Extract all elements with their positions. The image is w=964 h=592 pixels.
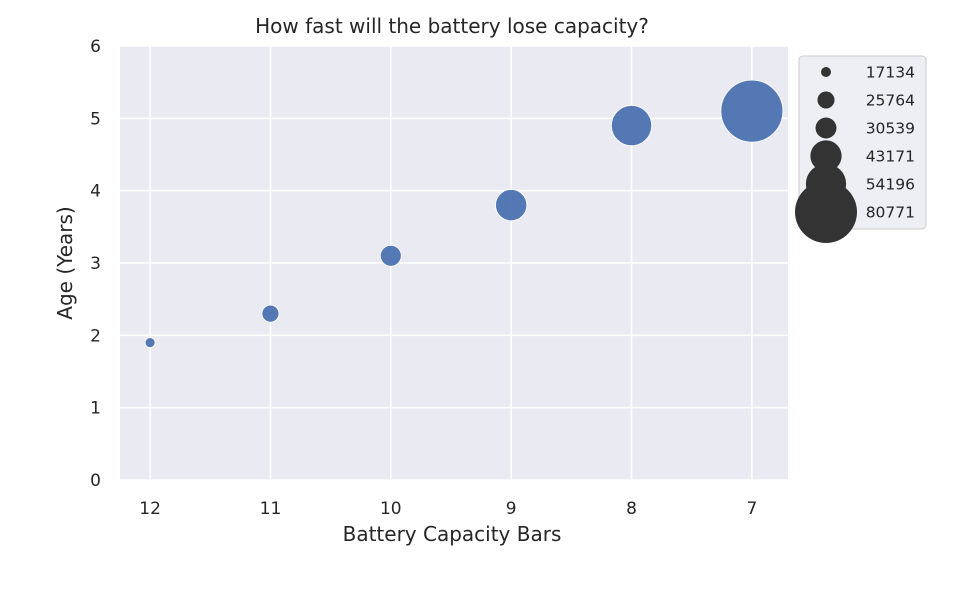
chart-title: How fast will the battery lose capacity?	[255, 14, 649, 38]
x-tick-label: 8	[626, 499, 637, 519]
y-axis-label: Age (Years)	[53, 206, 77, 319]
x-tick-label: 12	[139, 499, 161, 519]
y-tick-label: 5	[90, 109, 101, 129]
y-tick-label: 4	[90, 182, 101, 202]
y-tick-label: 1	[90, 399, 101, 419]
legend-label: 17134	[866, 64, 915, 82]
legend-label: 30539	[866, 120, 915, 138]
legend-marker	[810, 140, 842, 172]
x-axis-label: Battery Capacity Bars	[343, 522, 562, 546]
data-point	[144, 337, 156, 348]
data-points	[144, 79, 784, 348]
x-tick-label: 10	[380, 499, 402, 519]
x-tick-label: 11	[260, 499, 282, 519]
data-point	[720, 79, 784, 143]
legend-label: 54196	[866, 176, 915, 194]
y-tick-label: 0	[90, 471, 101, 491]
data-point	[261, 304, 280, 323]
y-tick-label: 6	[90, 37, 101, 57]
x-tick-label: 7	[746, 499, 757, 519]
legend-marker	[815, 117, 837, 139]
legend-label: 80771	[866, 204, 915, 222]
legend-marker	[821, 67, 831, 77]
x-tick-label: 9	[506, 499, 517, 519]
legend-label: 25764	[866, 92, 915, 110]
data-point	[495, 189, 528, 222]
y-axis-ticks: 0 1 2 3 4 5 6	[90, 37, 101, 491]
data-point	[610, 105, 653, 147]
legend-marker	[795, 181, 857, 243]
data-point	[379, 244, 402, 267]
legend-label: 43171	[866, 148, 915, 166]
y-tick-label: 2	[90, 326, 101, 346]
y-tick-label: 3	[90, 254, 101, 274]
legend-marker	[817, 91, 835, 109]
size-legend: 17134 25764 30539 43171 54196 80771	[795, 55, 927, 243]
x-axis-ticks: 12 11 10 9 8 7	[139, 499, 757, 519]
